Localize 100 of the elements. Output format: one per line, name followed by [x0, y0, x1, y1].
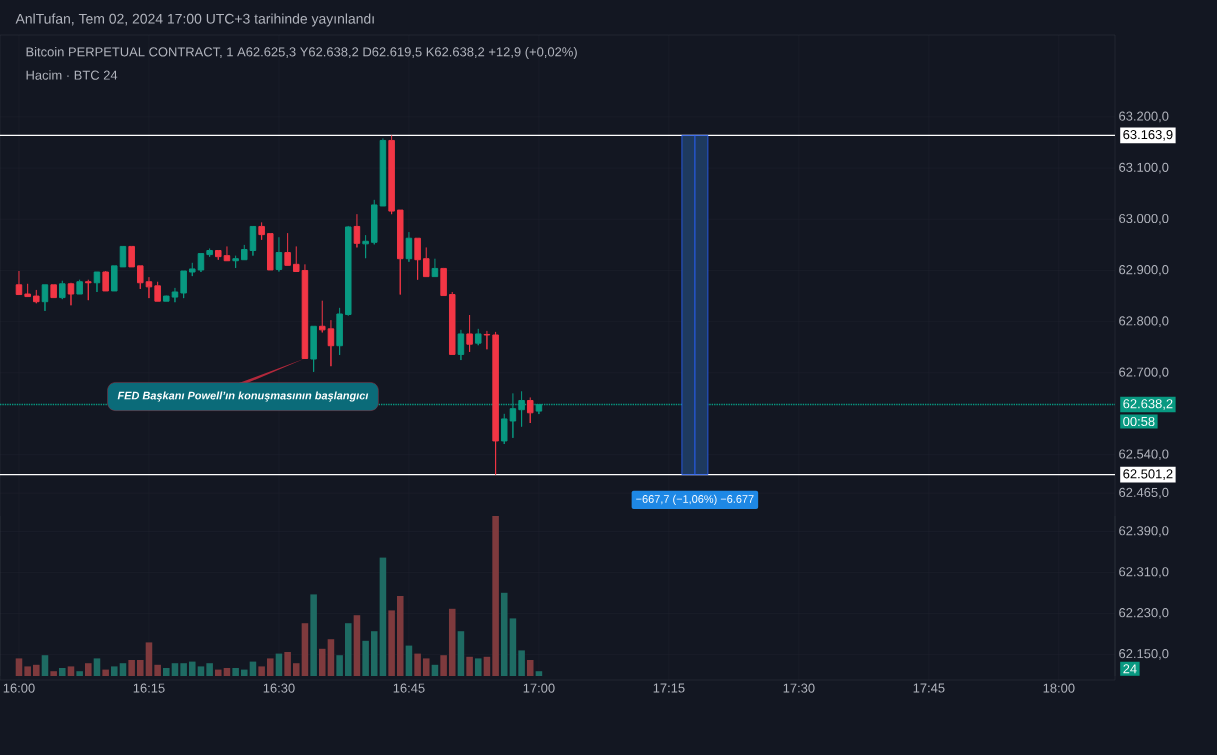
candlestick: [241, 244, 248, 261]
bar: [301, 623, 309, 676]
bar: [431, 664, 439, 676]
candlestick: [163, 295, 170, 302]
candlestick: [111, 265, 118, 292]
candlestick: [492, 331, 499, 476]
bar: [509, 618, 517, 676]
bar: [440, 655, 447, 676]
bar: [535, 671, 543, 676]
candlestick: [319, 300, 326, 333]
bar: [119, 663, 127, 676]
bar: [258, 666, 265, 676]
candlestick: [67, 282, 75, 306]
bar: [422, 658, 430, 676]
candlestick: [379, 137, 387, 207]
candlestick: [223, 245, 231, 262]
y-tick-label: 62.465,0: [1119, 487, 1169, 499]
candlestick: [388, 134, 395, 215]
candlestick: [154, 281, 161, 302]
candlestick: [336, 307, 343, 356]
bar: [353, 615, 361, 676]
y-tick-label: 63.000,0: [1119, 213, 1169, 225]
bar: [492, 516, 499, 676]
candlestick: [137, 265, 144, 290]
bar: [93, 658, 101, 676]
bar: [405, 645, 413, 676]
bar: [111, 666, 118, 676]
x-tick-label: 18:00: [1043, 683, 1075, 693]
bar: [67, 666, 75, 676]
candlestick: [171, 287, 179, 303]
bar: [483, 656, 491, 676]
candlestick: [396, 209, 404, 296]
x-tick-label: 17:15: [653, 683, 685, 693]
bar: [362, 640, 369, 676]
bar: [154, 664, 161, 676]
candlestick: [249, 225, 257, 257]
text: 00:58: [1123, 416, 1155, 427]
candlestick: [119, 245, 127, 268]
y-tick-label: 62.800,0: [1119, 316, 1169, 328]
bar: [474, 658, 482, 676]
bar: [266, 658, 274, 676]
candlestick: [33, 289, 40, 304]
bar: [171, 663, 179, 676]
candlestick: [93, 271, 101, 293]
candlestick: [50, 284, 57, 299]
bar: [102, 669, 109, 676]
candlestick: [258, 221, 265, 241]
x-tick-label: 16:30: [263, 683, 295, 693]
candlestick: [500, 413, 508, 445]
y-tick-label: 62.700,0: [1119, 367, 1169, 379]
candlestick: [267, 233, 274, 271]
bar: [284, 652, 291, 676]
bar: [396, 596, 404, 676]
candlestick: [128, 245, 135, 268]
candlestick: [41, 284, 49, 312]
candlestick: [466, 314, 473, 353]
bar: [414, 653, 421, 676]
ref-line-label: 62.638,2: [1123, 399, 1173, 410]
x-tick-label: 17:00: [523, 683, 555, 693]
text: Bitcoin PERPETUAL CONTRACT, 1 A62.625,3 Y62.638,2 D62.619,5 K62.638,2 +12,9 (+0,02%): [26, 46, 577, 60]
bar: [457, 631, 465, 676]
candlestick: [344, 225, 352, 317]
candlestick: [362, 234, 369, 259]
candlestick: [370, 199, 378, 245]
bar: [180, 663, 187, 676]
annotation: FED Başkanı Powell’ın konuşmasının başlangıcı: [117, 391, 369, 402]
candlestick: [189, 262, 196, 277]
y-tick-label: 62.900,0: [1119, 265, 1169, 276]
bar: [163, 668, 170, 676]
candlestick: [293, 245, 300, 272]
bar: [50, 671, 57, 676]
candlestick: [457, 329, 465, 361]
bar: [518, 650, 525, 676]
bar: [379, 557, 387, 676]
text: 24: [1123, 664, 1137, 674]
candlestick: [180, 270, 187, 299]
y-tick-label: 62.230,0: [1119, 608, 1169, 619]
chart-title: Hacim · BTC 24: [26, 70, 118, 80]
candlestick: [301, 263, 309, 360]
chart-title: AnlTufan, Tem 02, 2024 17:00 UTC+3 tarihinde yayınlandı: [15, 13, 374, 27]
candlestick: [405, 231, 413, 263]
candlestick: [275, 236, 283, 272]
bar: [206, 663, 213, 676]
bar: [370, 631, 378, 676]
x-tick-label: 16:45: [393, 683, 425, 693]
candlestick: [431, 258, 439, 278]
candlestick: [440, 267, 447, 297]
bar: [197, 666, 205, 676]
bar: [388, 610, 395, 676]
y-tick-label: 63.100,0: [1119, 162, 1169, 174]
bar: [85, 663, 92, 676]
candlestick: [102, 270, 109, 292]
candlestick: [215, 250, 222, 261]
candlestick: [448, 291, 456, 355]
bar: [137, 660, 144, 676]
candlestick: [15, 270, 23, 296]
candlestick: [85, 279, 92, 301]
y-tick-label: 62.150,0: [1119, 649, 1169, 660]
bar: [336, 655, 343, 676]
y-tick-label: 62.540,0: [1119, 449, 1169, 461]
